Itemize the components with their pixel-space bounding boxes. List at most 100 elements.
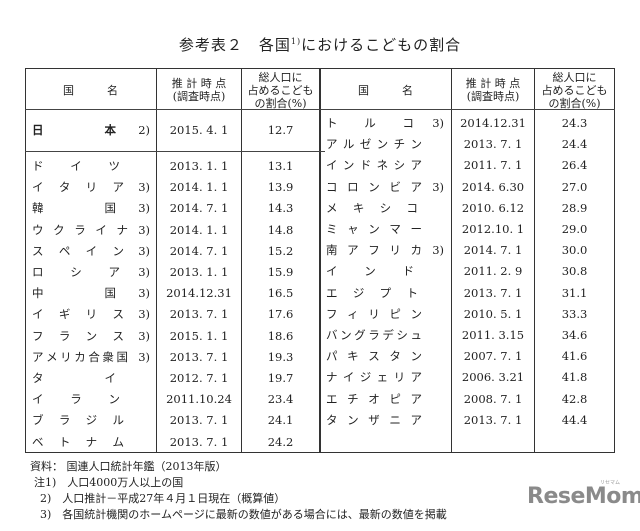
name-char: タ <box>58 180 71 195</box>
name-char: ア <box>347 243 359 258</box>
country-name: タンザニア <box>326 410 444 430</box>
country-name-text: ウクライナ <box>32 220 128 240</box>
name-char: ャ <box>347 222 359 236</box>
name-char: チ <box>347 391 359 406</box>
name-char: ア <box>108 265 121 279</box>
child-ratio: 24.3 <box>561 116 588 130</box>
footnote-ref: 3) <box>138 180 150 195</box>
name-char: キ <box>347 349 359 364</box>
country-name: アルゼンチン <box>326 134 444 154</box>
country-name: ベトナム <box>32 432 150 452</box>
estimate-date: 2015. 1. 1 <box>169 328 229 343</box>
child-ratio: 28.9 <box>561 200 588 215</box>
footnote-ref: 3) <box>138 307 150 322</box>
child-ratio: 23.4 <box>267 392 294 407</box>
name-char: ル <box>112 413 124 428</box>
footnote-3: 3) 各国統計機関のホームページに最新の数値がある場合には、最新の数値を掲載 <box>40 508 447 521</box>
name-char: ス <box>368 349 380 364</box>
country-name-text: インドネシア <box>326 155 422 175</box>
country-name-text: イタリア <box>32 177 128 197</box>
name-char: イ <box>104 371 117 385</box>
estimate-date: 2014. 7. 1 <box>463 243 523 258</box>
estimate-date: 2012. 7. 1 <box>169 371 229 385</box>
name-char: ン <box>368 222 380 236</box>
name-char: プ <box>379 285 392 300</box>
footnote-ref <box>422 346 444 366</box>
name-char: ビ <box>389 179 401 194</box>
name-char: ピ <box>389 391 401 406</box>
name-char: 合 <box>88 349 100 364</box>
country-name-text: ロシア <box>32 262 128 282</box>
child-ratio: 14.3 <box>267 201 294 216</box>
country-name: インド <box>326 261 444 281</box>
japan-row-divider <box>25 151 325 152</box>
estimate-date: 2014. 7. 1 <box>169 201 229 216</box>
footnote-ref: 3) <box>432 243 444 258</box>
name-char: ゼ <box>359 137 372 152</box>
header-ratio: 総人口に 占めるこども の割合(%) <box>541 70 608 110</box>
country-name-text: メキシコ <box>326 198 422 218</box>
name-char: フ <box>32 328 44 343</box>
name-char: ス <box>32 243 44 258</box>
table-title: 参考表２ 各国1)におけるこどもの割合 <box>178 36 462 54</box>
name-char: リ <box>85 307 98 322</box>
estimate-date: 2014. 1. 1 <box>169 222 229 237</box>
child-ratio: 19.3 <box>267 349 294 364</box>
name-char: 衆 <box>102 349 114 364</box>
divider <box>319 68 321 453</box>
country-name: コロンビア 3) <box>326 177 444 197</box>
country-name: パキスタン <box>326 346 444 366</box>
footnote-ref: 3) <box>138 349 150 364</box>
footnote-ref <box>128 156 150 176</box>
name-char: ド <box>359 158 372 173</box>
name-char: イ <box>32 180 44 195</box>
country-name-text: パキスタン <box>326 346 422 366</box>
name-char: リ <box>85 180 98 195</box>
estimate-date: 2011. 3.15 <box>461 328 525 342</box>
estimate-date: 2011.10.24 <box>166 392 232 407</box>
name-char: ナ <box>85 434 98 449</box>
name-char: ツ <box>108 159 121 173</box>
country-name-text: バングラデシュ <box>326 325 422 345</box>
country-name-text: コロンビア <box>326 177 422 197</box>
country-name: ナイジェリア <box>326 367 444 387</box>
name-char: 中 <box>32 286 44 301</box>
footnote-ref <box>422 134 444 154</box>
name-char: イ <box>326 264 338 279</box>
name-char: コ <box>406 200 418 215</box>
name-char: ナ <box>326 370 338 385</box>
name-char: ア <box>32 349 44 364</box>
name-char: ン <box>364 264 376 279</box>
name-char: ン <box>410 137 422 152</box>
child-ratio: 15.9 <box>267 265 294 279</box>
footnote-ref <box>422 325 444 345</box>
estimate-date: 2013. 7. 1 <box>463 285 523 300</box>
footnote-ref: 3) <box>138 243 150 258</box>
name-char: ア <box>410 391 423 406</box>
name-char: デ <box>382 328 394 342</box>
country-name: エジプト <box>326 283 444 303</box>
name-char: ザ <box>368 412 380 427</box>
footnote-ref <box>128 410 150 430</box>
estimate-date: 2013. 7. 1 <box>169 349 229 364</box>
name-char: ン <box>410 349 423 364</box>
country-name-text: タンザニア <box>326 410 422 430</box>
divider <box>241 68 242 453</box>
child-ratio: 12.7 <box>267 123 294 137</box>
estimate-date: 2013. 1. 1 <box>169 159 229 173</box>
name-char: ト <box>406 285 418 300</box>
footnote-ref: 2) <box>138 123 150 137</box>
country-name-text: ベトナム <box>32 432 128 452</box>
country-name: ウクライナ 3) <box>32 220 150 240</box>
header-divider <box>25 109 615 110</box>
source-note: 資料： 国連人口統計年鑑（2013年版） <box>30 460 227 473</box>
country-name-text: トルコ <box>326 113 422 133</box>
child-ratio: 14.8 <box>267 222 294 237</box>
country-name-text: アルゼンチン <box>326 134 422 154</box>
resemom-logo-sub: リセマム <box>600 480 621 486</box>
country-name: ミャンマー <box>326 219 444 239</box>
name-char: イ <box>32 392 44 407</box>
name-char: ラ <box>368 328 380 342</box>
estimate-date: 2012.10. 1 <box>461 222 525 236</box>
country-name-text: 中国 <box>32 283 128 303</box>
